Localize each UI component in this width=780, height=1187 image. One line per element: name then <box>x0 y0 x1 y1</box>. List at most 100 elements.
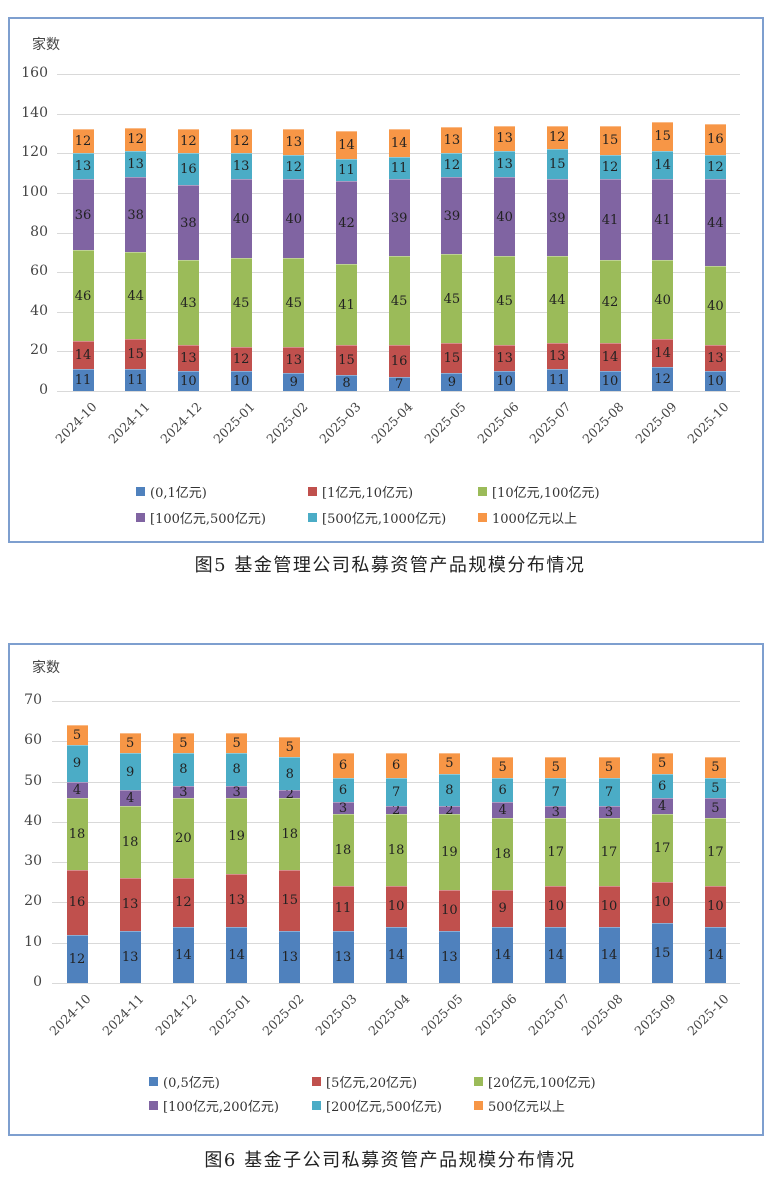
chart-6-bar-segment: 13 <box>226 874 248 927</box>
chart-5-bar-segment: 45 <box>441 254 463 344</box>
chart-6-bar-2025-01: 14 13 19 3 8 5 <box>226 733 248 983</box>
legend-label: [500亿元,1000亿元) <box>322 512 447 527</box>
chart-6-bar-segment: 14 <box>226 926 248 983</box>
chart-6-bar-segment: 14 <box>598 926 620 983</box>
legend-swatch-icon <box>474 1101 483 1110</box>
chart-6-bar-segment: 5 <box>172 733 194 754</box>
chart-6-bar-segment: 3 <box>598 805 620 820</box>
chart-6-bar-segment: 4 <box>119 789 141 806</box>
chart-6-bar-segment: 17 <box>704 817 726 887</box>
chart-5-bar-segment: 13 <box>125 151 147 178</box>
chart-6-bar-segment: 15 <box>651 922 673 983</box>
chart-5-y-tick: 40 <box>30 303 48 319</box>
chart-6-bar-segment: 7 <box>598 777 620 806</box>
legend-swatch-icon <box>149 1101 158 1110</box>
chart-5-legend-item: 1000亿元以上 <box>478 508 577 527</box>
chart-6-bar-segment: 3 <box>545 805 567 820</box>
chart-5-bar-segment: 39 <box>546 179 568 257</box>
chart-6-bar-segment: 17 <box>545 817 567 887</box>
chart-6-bar-segment: 2 <box>385 803 407 818</box>
chart-5-bar-2025-07: 11 13 44 39 15 12 <box>546 125 568 391</box>
chart-5-bar-segment: 12 <box>125 127 147 152</box>
chart-5-bar-segment: 40 <box>704 266 726 346</box>
chart-6-bar-segment: 12 <box>66 934 88 983</box>
chart-5-bar-segment: 41 <box>652 179 674 261</box>
chart-6-bar-segment: 3 <box>172 785 194 800</box>
chart-6-legend-item: 500亿元以上 <box>474 1096 565 1115</box>
chart-6-y-tick: 40 <box>24 813 42 829</box>
chart-6-bar-segment: 4 <box>66 781 88 798</box>
chart-5-bar-segment: 40 <box>283 179 305 259</box>
chart-5-gridline <box>57 114 740 115</box>
chart-6-bar-2025-10: 14 10 17 5 5 5 <box>704 757 726 983</box>
chart-6-bar-segment: 14 <box>704 926 726 983</box>
chart-5-y-tick: 120 <box>21 144 48 160</box>
chart-5-bar-segment: 12 <box>230 347 252 372</box>
chart-5-bar-segment: 40 <box>652 260 674 340</box>
chart-5-bar-2024-11: 11 15 44 38 13 12 <box>125 127 147 391</box>
chart-5-bar-segment: 45 <box>230 258 252 348</box>
chart-6-bar-segment: 5 <box>704 757 726 778</box>
chart-5-bar-segment: 14 <box>336 131 357 160</box>
chart-6-bar-segment: 11 <box>332 886 354 931</box>
chart-6-bar-2024-12: 14 12 20 3 8 5 <box>172 733 194 983</box>
chart-6-bar-segment: 9 <box>66 745 88 782</box>
chart-5-bar-segment: 14 <box>599 343 621 372</box>
legend-swatch-icon <box>308 487 317 496</box>
chart-6-bar-segment: 19 <box>226 797 248 875</box>
chart-5-bar-segment: 13 <box>283 347 305 374</box>
chart-6-bar-segment: 10 <box>651 882 673 923</box>
chart-5-bar-segment: 45 <box>388 256 410 346</box>
chart-5-bar-segment: 10 <box>704 371 726 391</box>
legend-label: 1000亿元以上 <box>492 512 578 527</box>
chart-5-bar-segment: 12 <box>546 125 568 150</box>
chart-5-bar-segment: 16 <box>704 123 726 156</box>
chart-5-bar-segment: 15 <box>336 345 357 376</box>
legend-label: [5亿元,20亿元) <box>326 1076 418 1091</box>
chart-6-bar-segment: 3 <box>332 801 354 816</box>
chart-5-bar-segment: 10 <box>599 371 621 391</box>
chart-6-legend-item: [200亿元,500亿元) <box>312 1096 442 1115</box>
chart-5-bar-segment: 7 <box>388 377 410 392</box>
chart-5-bar-segment: 15 <box>125 339 147 370</box>
chart-6-bar-segment: 9 <box>119 753 141 790</box>
chart-5-bar-2025-03: 8 15 41 42 11 14 <box>336 131 357 391</box>
chart-5-bar-segment: 11 <box>336 159 357 181</box>
chart-5-bar-segment: 39 <box>388 179 410 257</box>
chart-6-bar-segment: 18 <box>119 805 141 879</box>
chart-6-bar-segment: 6 <box>332 777 354 802</box>
chart-6-y-axis-label: 家数 <box>32 660 60 676</box>
chart-5-bar-segment: 14 <box>652 339 674 368</box>
chart-6-bar-segment: 17 <box>651 813 673 883</box>
chart-6-bar-2024-10: 12 16 18 4 9 5 <box>66 725 88 983</box>
chart-5-bar-segment: 12 <box>177 129 199 154</box>
chart-5-bar-segment: 38 <box>177 184 199 261</box>
chart-6-y-tick: 10 <box>24 934 42 950</box>
chart-6-bar-segment: 18 <box>279 797 301 871</box>
chart-5-bar-segment: 12 <box>441 153 463 178</box>
chart-6-bar-segment: 14 <box>385 926 407 983</box>
legend-label: [20亿元,100亿元) <box>488 1076 596 1091</box>
chart-6-gridline <box>52 741 740 742</box>
chart-5-bar-2025-04: 7 16 45 39 11 14 <box>388 129 410 392</box>
chart-6-bar-segment: 7 <box>385 777 407 806</box>
chart-6-y-tick: 20 <box>24 893 42 909</box>
chart-6-bar-2025-02: 13 15 18 2 8 5 <box>279 737 301 983</box>
chart-5-bar-segment: 13 <box>494 151 516 178</box>
chart-5-bar-segment: 44 <box>546 256 568 344</box>
legend-swatch-icon <box>478 487 487 496</box>
chart-6-gridline <box>52 983 740 984</box>
chart-6-bar-segment: 14 <box>545 926 567 983</box>
chart-6-bar-segment: 13 <box>332 930 354 983</box>
chart-6-bar-segment: 14 <box>492 926 514 983</box>
chart-5-bar-segment: 12 <box>230 129 252 154</box>
chart-5-bar-2025-09: 12 14 40 41 14 15 <box>652 121 674 391</box>
chart-5-y-tick: 140 <box>21 105 48 121</box>
chart-5-bar-segment: 16 <box>388 345 410 378</box>
legend-label: [1亿元,10亿元) <box>322 486 414 501</box>
chart-5-bar-segment: 12 <box>599 155 621 179</box>
chart-6-bar-segment: 12 <box>172 878 194 927</box>
chart-5-bar-segment: 13 <box>72 153 94 179</box>
chart-6-bar-2025-08: 14 10 17 3 7 5 <box>598 757 620 983</box>
chart-6-bar-segment: 9 <box>492 890 514 927</box>
